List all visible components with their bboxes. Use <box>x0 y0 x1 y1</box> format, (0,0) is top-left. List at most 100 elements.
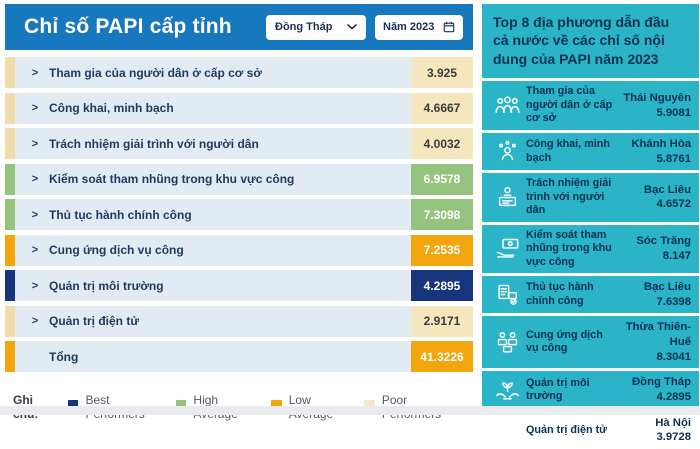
transparency-icon <box>488 138 526 165</box>
top8-panel-title: Top 8 địa phương dẫn đầu cả nước về các … <box>493 14 670 67</box>
top8-value: 7.6398 <box>656 295 691 308</box>
top8-province: Thừa Thiên-Huế <box>625 321 691 349</box>
table-row-participation[interactable]: > Tham gia của người dân ở cấp cơ sở 3.9… <box>5 57 473 88</box>
top8-value: 4.6572 <box>656 198 691 211</box>
top8-province: Khánh Hòa <box>631 137 691 150</box>
top8-item-label: Trách nhiệm giải trình với người dân <box>526 177 612 217</box>
top8-item-label: Tham gia của người dân ở cấp cơ sở <box>526 85 613 125</box>
row-value: 6.9578 <box>411 163 473 195</box>
top8-province: Bạc Liêu <box>643 183 691 196</box>
top8-item-result: Thái Nguyên 5.9081 <box>617 91 691 120</box>
top8-item-result: Bạc Liêu 7.6398 <box>617 280 691 309</box>
row-label: Tham gia của người dân ở cấp cơ sở <box>49 65 262 80</box>
top8-value: 8.147 <box>662 249 691 262</box>
top8-item-label: Thủ tục hành chính công <box>526 281 594 307</box>
top8-item-participation: Tham gia của người dân ở cấp cơ sở Thái … <box>482 78 699 129</box>
row-label: Thủ tục hành chính công <box>49 207 192 222</box>
corruption-control-icon <box>488 235 526 262</box>
bottom-strip <box>0 406 700 415</box>
top8-item-environment: Quản trị môi trường Đồng Tháp 4.2895 <box>482 368 699 408</box>
top8-item-label: Kiểm soát tham nhũng trong khu vực công <box>526 228 612 268</box>
papi-dashboard: Chỉ số PAPI cấp tỉnh Đồng Tháp Năm 2023 <box>0 4 700 444</box>
row-label: Tổng <box>49 349 79 364</box>
tier-strip <box>5 128 15 159</box>
tier-strip <box>5 305 15 337</box>
top8-province: Thái Nguyên <box>623 91 691 104</box>
row-label: Công khai, minh bạch <box>49 101 174 115</box>
table-row-accountability[interactable]: > Trách nhiệm giải trình với người dân 4… <box>5 128 473 159</box>
row-label: Cung ứng dịch vụ công <box>49 243 184 257</box>
citizen-participation-icon <box>488 92 526 119</box>
top8-item-result: Thừa Thiên-Huế 8.3041 <box>617 320 691 364</box>
table-row-total[interactable]: Tổng 41.3226 <box>5 341 473 372</box>
indicator-table: > Tham gia của người dân ở cấp cơ sở 3.9… <box>5 57 473 377</box>
row-value: 4.0032 <box>411 128 473 159</box>
row-value: 4.6667 <box>411 92 473 124</box>
chevron-right-icon: > <box>31 173 39 185</box>
top8-value: 8.3041 <box>656 350 691 363</box>
tier-strip <box>5 92 15 124</box>
chevron-right-icon: > <box>31 208 39 221</box>
top8-item-result: Đồng Tháp 4.2895 <box>617 375 691 404</box>
top8-province: Đồng Tháp <box>632 376 691 389</box>
chevron-right-icon: > <box>31 315 39 327</box>
chevron-right-icon: > <box>31 279 39 292</box>
table-row-transparency[interactable]: > Công khai, minh bạch 4.6667 <box>5 92 473 124</box>
top8-item-accountability: Trách nhiệm giải trình với người dân Bạc… <box>482 170 699 221</box>
admin-procedures-icon <box>488 281 526 308</box>
table-row-corruption-control[interactable]: > Kiểm soát tham nhũng trong khu vực côn… <box>5 163 473 195</box>
tier-strip <box>5 57 15 88</box>
chevron-down-icon <box>347 24 357 30</box>
top8-item-result: Khánh Hòa 5.8761 <box>617 137 691 166</box>
row-label: Kiểm soát tham nhũng trong khu vực công <box>49 172 295 186</box>
public-services-icon <box>488 329 526 356</box>
top8-value: 5.8761 <box>656 152 691 165</box>
environment-icon <box>488 377 526 404</box>
top8-province: Sóc Trăng <box>636 235 691 248</box>
top8-item-corruption-control: Kiểm soát tham nhũng trong khu vực công … <box>482 221 699 273</box>
top8-value: 4.2895 <box>656 391 691 404</box>
top8-province: Hà Nội <box>655 416 691 429</box>
chevron-right-icon: > <box>31 66 39 79</box>
top8-item-label: Công khai, minh bạch <box>526 138 610 164</box>
chevron-right-icon: > <box>31 137 39 150</box>
province-dropdown[interactable]: Đồng Tháp <box>266 14 366 40</box>
top8-item-result: Bạc Liêu 4.6572 <box>617 183 691 212</box>
top8-panel: Top 8 địa phương dẫn đầu cả nước về các … <box>482 4 699 443</box>
page-header: Chỉ số PAPI cấp tỉnh Đồng Tháp Năm 2023 <box>5 4 473 50</box>
row-value: 41.3226 <box>411 341 473 372</box>
year-picker[interactable]: Năm 2023 <box>375 14 463 40</box>
top8-item-label: Cung ứng dịch vụ công <box>526 328 603 355</box>
table-row-public-services[interactable]: > Cung ứng dịch vụ công 7.2535 <box>5 234 473 266</box>
table-row-environment[interactable]: > Quản trị môi trường 4.2895 <box>5 270 473 301</box>
year-picker-value: Năm 2023 <box>383 21 435 33</box>
chevron-right-icon: > <box>31 244 39 256</box>
row-value: 4.2895 <box>411 270 473 301</box>
row-value: 2.9171 <box>411 305 473 337</box>
page-title: Chỉ số PAPI cấp tỉnh <box>24 15 232 38</box>
top8-item-result: Hà Nội 3.9728 <box>617 416 691 445</box>
tier-strip <box>5 163 15 195</box>
calendar-icon <box>443 21 455 33</box>
top8-item-transparency: Công khai, minh bạch Khánh Hòa 5.8761 <box>482 129 699 170</box>
tier-strip <box>5 270 15 301</box>
row-label: Quản trị điện tử <box>49 314 140 328</box>
row-value: 7.3098 <box>411 199 473 230</box>
top8-value: 5.9081 <box>656 106 691 119</box>
top8-item-admin-procedures: Thủ tục hành chính công Bạc Liêu 7.6398 <box>482 273 699 313</box>
top8-item-label: Quản trị điện tử <box>526 423 607 436</box>
top8-item-result: Sóc Trăng 8.147 <box>617 234 691 263</box>
table-row-e-governance[interactable]: > Quản trị điện tử 2.9171 <box>5 305 473 337</box>
e-governance-icon <box>488 417 526 444</box>
province-dropdown-value: Đồng Tháp <box>275 21 333 33</box>
row-value: 7.2535 <box>411 234 473 266</box>
tier-strip <box>5 234 15 266</box>
chevron-right-icon: > <box>31 102 39 114</box>
left-section: Chỉ số PAPI cấp tỉnh Đồng Tháp Năm 2023 <box>5 4 473 421</box>
table-row-admin-procedures[interactable]: > Thủ tục hành chính công 7.3098 <box>5 199 473 230</box>
top8-province: Bạc Liêu <box>643 281 691 294</box>
tier-strip <box>5 199 15 230</box>
chevron-right-icon <box>28 341 42 372</box>
top8-value: 3.9728 <box>656 431 691 444</box>
tier-strip <box>5 341 15 372</box>
